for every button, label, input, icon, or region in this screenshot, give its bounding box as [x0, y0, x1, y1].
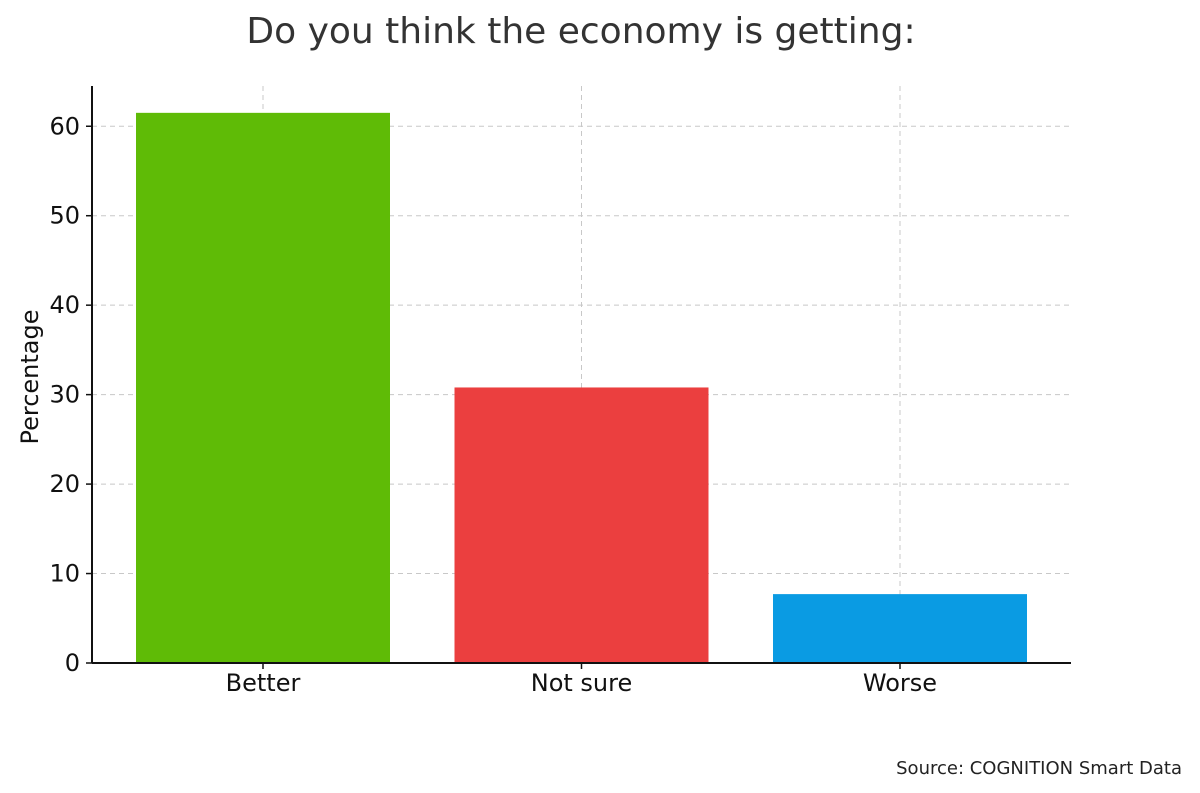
y-tick-label: 60	[49, 112, 80, 140]
x-tick-label: Not sure	[531, 669, 633, 697]
y-tick-label: 50	[49, 202, 80, 230]
y-tick-label: 40	[49, 291, 80, 319]
y-tick-label: 30	[49, 381, 80, 409]
bar-better	[136, 112, 390, 663]
y-tick-label: 0	[65, 649, 80, 677]
source-note: Source: COGNITION Smart Data	[896, 758, 1182, 779]
y-tick-label: 10	[49, 560, 80, 588]
x-tick-label: Worse	[863, 669, 937, 697]
axes-layer	[86, 86, 1071, 669]
bars-layer	[136, 112, 1027, 663]
bar-worse	[773, 594, 1027, 663]
bar-not-sure	[454, 387, 709, 663]
chart-title: Do you think the economy is getting:	[246, 11, 915, 52]
labels-layer: 0 10 20 30 40 50 60 Better Not sure Worse	[49, 112, 937, 697]
x-tick-label: Better	[226, 669, 301, 697]
y-tick-label: 20	[49, 470, 80, 498]
y-axis-label: Percentage	[16, 309, 44, 444]
